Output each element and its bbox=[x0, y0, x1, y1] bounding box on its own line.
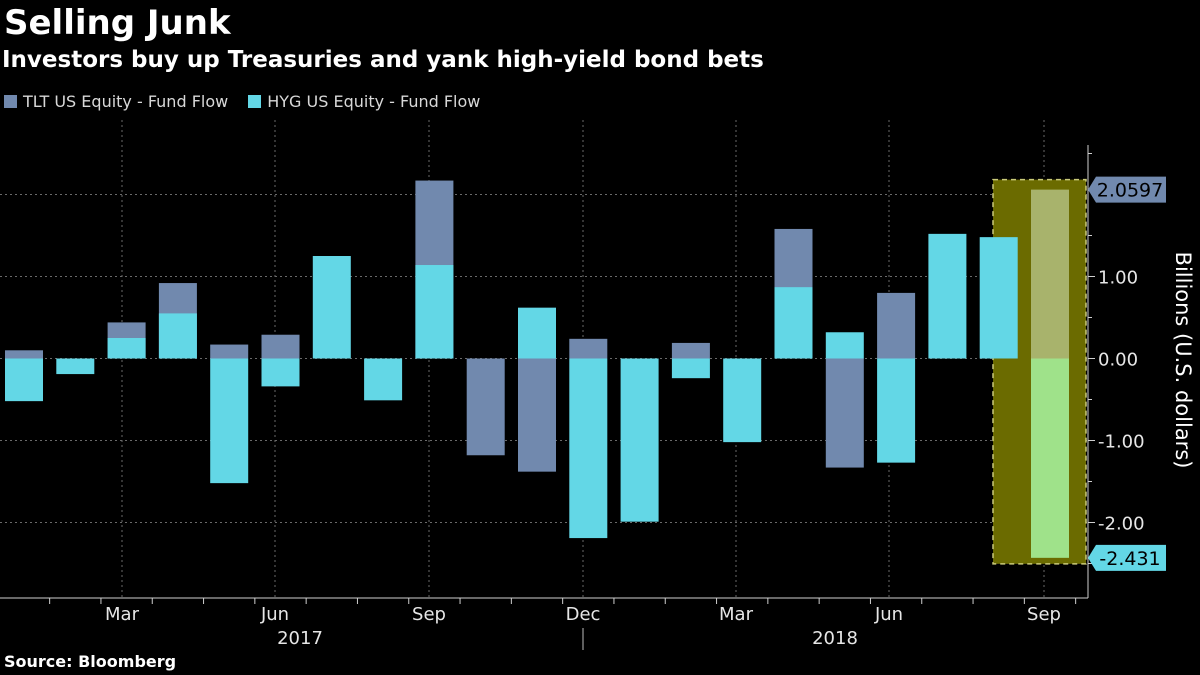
x-tick-label: Sep bbox=[412, 604, 446, 625]
legend-item-hyg: HYG US Equity - Fund Flow bbox=[248, 92, 480, 111]
chart-title: Selling Junk bbox=[4, 3, 231, 43]
bar-hyg bbox=[56, 358, 95, 375]
value-callout: -2.431 bbox=[1088, 544, 1166, 571]
callout-label: 2.0597 bbox=[1097, 180, 1163, 202]
bar-hyg bbox=[620, 358, 659, 522]
bar-hyg bbox=[415, 265, 454, 359]
bar-hyg bbox=[312, 256, 351, 359]
bar-tlt bbox=[5, 350, 43, 359]
chart-subtitle: Investors buy up Treasuries and yank hig… bbox=[2, 47, 764, 73]
year-label: 2017 bbox=[277, 628, 323, 649]
legend-item-tlt: TLT US Equity - Fund Flow bbox=[4, 92, 228, 111]
x-tick-label: Mar bbox=[719, 604, 754, 625]
bar-tlt bbox=[518, 358, 556, 472]
bar-tlt bbox=[671, 342, 710, 359]
bar-tlt bbox=[210, 344, 249, 359]
legend-swatch-tlt bbox=[4, 94, 17, 108]
bar-tlt bbox=[261, 334, 300, 359]
y-tick-label: -1.00 bbox=[1098, 432, 1145, 453]
bar-hyg bbox=[774, 287, 813, 359]
x-tick-label: Jun bbox=[874, 604, 903, 625]
bar-tlt bbox=[569, 338, 608, 359]
legend: TLT US Equity - Fund Flow HYG US Equity … bbox=[4, 90, 500, 112]
bar-hyg bbox=[210, 358, 249, 484]
callout-box bbox=[1088, 176, 1166, 203]
bar-hyg bbox=[723, 358, 762, 443]
bar-hyg bbox=[261, 358, 300, 387]
bar-hyg bbox=[979, 237, 1018, 359]
legend-label-hyg: HYG US Equity - Fund Flow bbox=[267, 91, 481, 111]
bar-hyg bbox=[158, 313, 197, 359]
x-tick-label: Jun bbox=[260, 604, 289, 625]
bar-tlt bbox=[825, 358, 864, 468]
legend-swatch-hyg bbox=[248, 94, 262, 108]
x-tick-label: Dec bbox=[566, 604, 601, 625]
bar-tlt bbox=[877, 292, 916, 359]
bar-tlt bbox=[466, 358, 505, 456]
legend-label-tlt: TLT US Equity - Fund Flow bbox=[23, 91, 229, 111]
bar-tlt bbox=[1031, 189, 1069, 359]
callout-label: -2.431 bbox=[1099, 548, 1160, 570]
bar-hyg bbox=[364, 358, 403, 401]
bar-hyg bbox=[5, 358, 43, 402]
callout-box bbox=[1088, 544, 1166, 571]
y-tick-label: -2.00 bbox=[1098, 514, 1145, 535]
bar-hyg bbox=[1031, 358, 1069, 558]
bar-hyg bbox=[518, 307, 556, 359]
y-tick-label: 1.00 bbox=[1098, 268, 1138, 289]
bar-hyg bbox=[671, 358, 710, 379]
y-axis-title: Billions (U.S. dollars) bbox=[1171, 252, 1195, 469]
bar-hyg bbox=[107, 338, 146, 359]
bar-hyg bbox=[569, 358, 608, 539]
bar-hyg bbox=[928, 233, 967, 359]
bar-hyg bbox=[877, 358, 916, 463]
year-label: 2018 bbox=[812, 628, 858, 649]
value-callout: 2.0597 bbox=[1088, 176, 1166, 203]
y-tick-label: 0.00 bbox=[1098, 350, 1138, 371]
bar-hyg bbox=[825, 332, 864, 359]
x-tick-label: Sep bbox=[1027, 604, 1061, 625]
source-note: Source: Bloomberg bbox=[4, 652, 177, 671]
x-tick-label: Mar bbox=[105, 604, 140, 625]
